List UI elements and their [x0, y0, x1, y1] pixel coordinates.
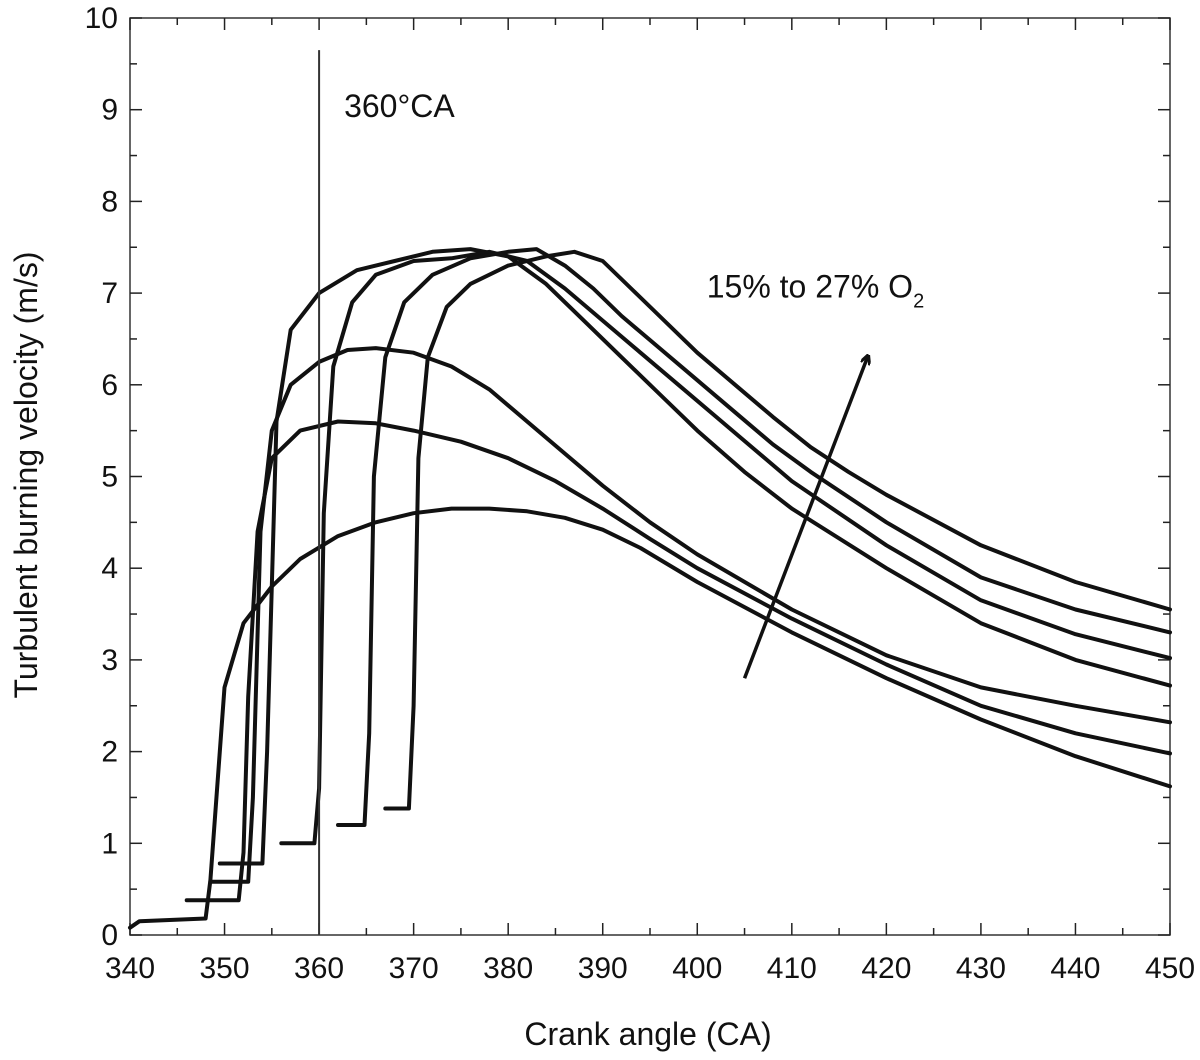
y-tick-label: 8: [101, 185, 118, 218]
x-tick-label: 370: [389, 952, 439, 985]
y-tick-label: 0: [101, 919, 118, 952]
x-tick-label: 420: [861, 952, 911, 985]
y-tick-label: 1: [101, 827, 118, 860]
series-line-3: [208, 346, 1172, 884]
series-line-6: [336, 247, 1172, 827]
y-tick-label: 2: [101, 736, 118, 769]
y-tick-label: 4: [101, 552, 118, 585]
series-line-7: [383, 249, 1172, 811]
o2-trend-arrow: [742, 357, 868, 679]
x-tick-label: 440: [1050, 952, 1100, 985]
o2-subscript: 2: [913, 291, 924, 313]
x-tick-label: 410: [767, 952, 817, 985]
plot-frame: [129, 17, 1171, 936]
o2-range-label: 15% to 27% O2: [707, 269, 924, 313]
y-tick-label: 3: [101, 644, 118, 677]
y-tick-label: 7: [101, 277, 118, 310]
series-line-5: [279, 249, 1172, 846]
series-line-1: [128, 506, 1172, 930]
x-tick-label: 380: [483, 952, 533, 985]
series-line-4: [217, 247, 1172, 866]
x-tick-label: 450: [1145, 952, 1195, 985]
y-tick-label: 9: [101, 94, 118, 127]
x-tick-label: 430: [956, 952, 1006, 985]
x-tick-label: 400: [672, 952, 722, 985]
y-tick-label: 6: [101, 369, 118, 402]
y-tick-label: 10: [85, 2, 118, 35]
x-tick-label: 350: [200, 952, 250, 985]
reference-line-label: 360°CA: [344, 88, 455, 124]
y-tick-label: 5: [101, 461, 118, 494]
series-line-2: [184, 419, 1172, 903]
y-axis-title: Turbulent burning velocity (m/s): [8, 252, 44, 699]
x-tick-label: 390: [578, 952, 628, 985]
x-axis-title: Crank angle (CA): [524, 1016, 771, 1052]
x-tick-label: 340: [105, 952, 155, 985]
x-tick-label: 360: [294, 952, 344, 985]
